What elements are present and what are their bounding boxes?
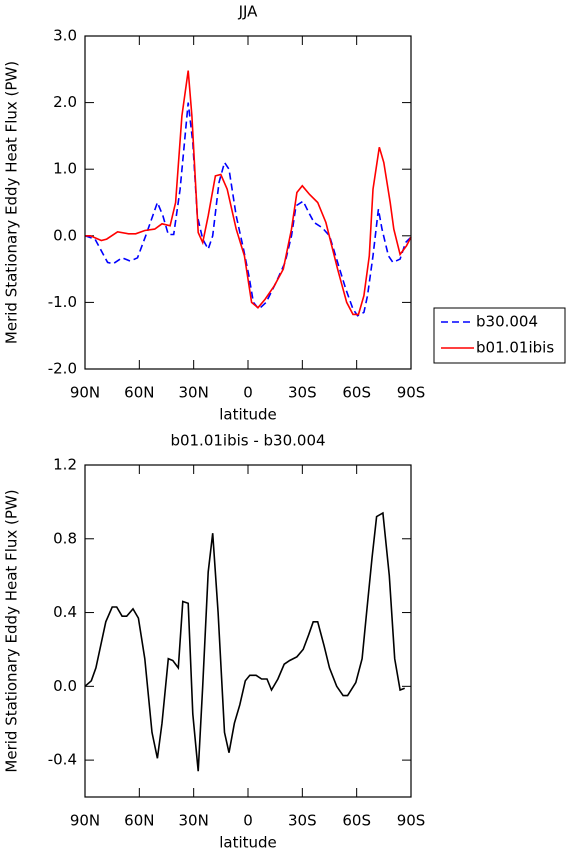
chart-title: JJA bbox=[238, 3, 259, 21]
y-tick-label: 2.0 bbox=[53, 93, 77, 111]
y-tick-label: 0.4 bbox=[53, 603, 77, 621]
x-tick-label: 90N bbox=[70, 812, 100, 830]
y-tick-label: 1.0 bbox=[53, 160, 77, 178]
y-axis-label: Merid Stationary Eddy Heat Flux (PW) bbox=[3, 489, 21, 772]
data-line bbox=[84, 102, 412, 317]
y-tick-label: 0.8 bbox=[53, 529, 77, 547]
x-tick-label: 30S bbox=[288, 812, 317, 830]
legend-label: b30.004 bbox=[476, 313, 538, 331]
x-tick-label: 90N bbox=[70, 384, 100, 402]
legend-box bbox=[433, 307, 566, 364]
x-tick-label: 60N bbox=[124, 384, 154, 402]
y-tick-label: 0.0 bbox=[53, 226, 77, 244]
x-tick-label: 60N bbox=[124, 812, 154, 830]
x-tick-label: 90S bbox=[397, 384, 426, 402]
legend-label: b01.01ibis bbox=[476, 339, 554, 357]
x-tick-label: 30S bbox=[288, 384, 317, 402]
x-tick-label: 30N bbox=[179, 384, 209, 402]
x-tick-label: 0 bbox=[243, 812, 253, 830]
y-axis-label: Merid Stationary Eddy Heat Flux (PW) bbox=[3, 61, 21, 344]
data-line bbox=[84, 511, 405, 772]
x-tick-label: 60S bbox=[342, 812, 371, 830]
plot-frame bbox=[84, 35, 412, 370]
y-tick-label: -1.0 bbox=[48, 293, 77, 311]
y-tick-label: 3.0 bbox=[53, 27, 77, 45]
data-line bbox=[85, 70, 412, 316]
y-tick-label: 1.2 bbox=[53, 456, 77, 474]
x-axis-label: latitude bbox=[219, 834, 277, 851]
x-tick-label: 30N bbox=[179, 812, 209, 830]
y-tick-label: -2.0 bbox=[48, 360, 77, 378]
chart-title: b01.01ibis - b30.004 bbox=[170, 432, 325, 450]
y-tick-label: -0.4 bbox=[48, 751, 77, 769]
x-tick-label: 0 bbox=[243, 384, 253, 402]
x-tick-label: 90S bbox=[397, 812, 426, 830]
x-tick-label: 60S bbox=[342, 384, 371, 402]
y-tick-label: 0.0 bbox=[53, 677, 77, 695]
plot-frame bbox=[84, 464, 412, 798]
x-axis-label: latitude bbox=[219, 406, 277, 424]
